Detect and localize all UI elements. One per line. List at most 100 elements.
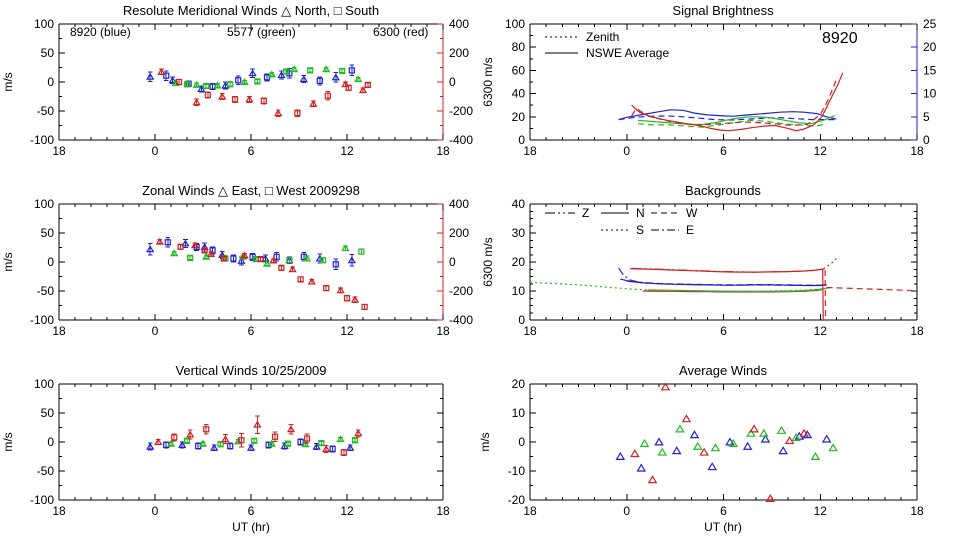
svg-text:400: 400 xyxy=(449,197,469,211)
svg-text:50: 50 xyxy=(41,46,55,60)
svg-text:10: 10 xyxy=(512,406,526,420)
series-6300 xyxy=(157,67,371,117)
svg-text:18: 18 xyxy=(436,504,450,518)
svg-text:10: 10 xyxy=(923,87,937,101)
svg-text:200: 200 xyxy=(449,46,469,60)
svg-text:6: 6 xyxy=(248,144,255,158)
series-red-south xyxy=(642,289,822,293)
series-5577 xyxy=(639,424,838,460)
series-6300-zenith xyxy=(631,79,837,127)
legend-s-label: S xyxy=(636,223,644,237)
svg-text:40: 40 xyxy=(512,87,526,101)
svg-text:-200: -200 xyxy=(449,104,473,118)
svg-text:-100: -100 xyxy=(30,313,54,327)
svg-text:6: 6 xyxy=(720,144,727,158)
series-blue-west xyxy=(626,280,827,286)
svg-text:6: 6 xyxy=(720,504,727,518)
svg-text:12: 12 xyxy=(814,504,828,518)
legend-e-label: E xyxy=(686,223,694,237)
svg-text:0: 0 xyxy=(518,313,525,327)
svg-text:-400: -400 xyxy=(449,313,473,327)
title-signal-brightness: Signal Brightness xyxy=(672,3,774,18)
title-meridional: Resolute Meridional Winds △ North, □ Sou… xyxy=(123,3,379,18)
svg-text:18: 18 xyxy=(52,144,66,158)
series-green-south xyxy=(647,286,831,292)
svg-text:18: 18 xyxy=(910,324,924,338)
svg-text:30: 30 xyxy=(512,226,526,240)
yrlabel-meridional: 6300 m/s xyxy=(481,57,495,106)
svg-text:50: 50 xyxy=(41,406,55,420)
annotation-8920: 8920 xyxy=(822,30,858,47)
svg-text:18: 18 xyxy=(52,504,66,518)
svg-text:18: 18 xyxy=(910,144,924,158)
svg-text:0: 0 xyxy=(623,504,630,518)
svg-text:100: 100 xyxy=(34,197,54,211)
series-6300-nswe xyxy=(631,72,844,132)
svg-text:-100: -100 xyxy=(30,133,54,147)
svg-text:-20: -20 xyxy=(508,493,526,507)
title-vertical: Vertical Winds 10/25/2009 xyxy=(175,363,326,378)
svg-text:100: 100 xyxy=(34,17,54,31)
svg-text:12: 12 xyxy=(340,144,354,158)
svg-text:-400: -400 xyxy=(449,133,473,147)
title-zonal: Zonal Winds △ East, □ West 2009298 xyxy=(142,183,360,198)
title-average: Average Winds xyxy=(679,363,767,378)
series-red-west-tail xyxy=(826,286,918,292)
svg-text:0: 0 xyxy=(518,133,525,147)
svg-text:12: 12 xyxy=(340,324,354,338)
svg-text:0: 0 xyxy=(923,133,930,147)
svg-text:-50: -50 xyxy=(37,104,55,118)
series-6300 xyxy=(155,237,368,311)
ylabel-vertical: m/s xyxy=(1,432,15,451)
svg-text:0: 0 xyxy=(47,75,54,89)
svg-text:6: 6 xyxy=(248,324,255,338)
series-red-drop-solid xyxy=(822,269,824,320)
svg-text:18: 18 xyxy=(523,504,537,518)
static-labels: Resolute Meridional Winds △ North, □ Sou… xyxy=(1,3,858,534)
svg-text:25: 25 xyxy=(923,17,937,31)
svg-text:20: 20 xyxy=(512,377,526,391)
series-5577 xyxy=(170,244,365,267)
svg-text:0: 0 xyxy=(623,324,630,338)
svg-text:100: 100 xyxy=(505,17,525,31)
svg-text:0: 0 xyxy=(152,504,159,518)
series-8920-nswe xyxy=(618,109,837,121)
legend-nswe-average-label: NSWE Average xyxy=(586,46,669,60)
svg-text:18: 18 xyxy=(436,324,450,338)
series-5577-zenith xyxy=(637,119,827,128)
svg-text:50: 50 xyxy=(41,226,55,240)
series-8920 xyxy=(146,64,355,93)
series-red-drop-dashed xyxy=(824,270,827,320)
svg-text:-100: -100 xyxy=(30,493,54,507)
series-5577 xyxy=(166,435,359,448)
series-5577 xyxy=(171,65,363,90)
svg-text:0: 0 xyxy=(47,435,54,449)
series-8920 xyxy=(146,237,356,271)
svg-text:100: 100 xyxy=(34,377,54,391)
svg-text:20: 20 xyxy=(923,40,937,54)
svg-text:-200: -200 xyxy=(449,284,473,298)
series-8920 xyxy=(146,438,355,453)
ylabel-average: m/s xyxy=(478,432,492,451)
svg-text:18: 18 xyxy=(52,324,66,338)
svg-text:20: 20 xyxy=(512,255,526,269)
title-backgrounds: Backgrounds xyxy=(685,183,761,198)
svg-text:6: 6 xyxy=(720,324,727,338)
svg-text:10: 10 xyxy=(512,284,526,298)
svg-text:12: 12 xyxy=(814,324,828,338)
xlabel-vertical: UT (hr) xyxy=(232,520,270,534)
svg-text:400: 400 xyxy=(449,17,469,31)
legend-w-label: W xyxy=(686,206,698,220)
svg-text:0: 0 xyxy=(152,324,159,338)
